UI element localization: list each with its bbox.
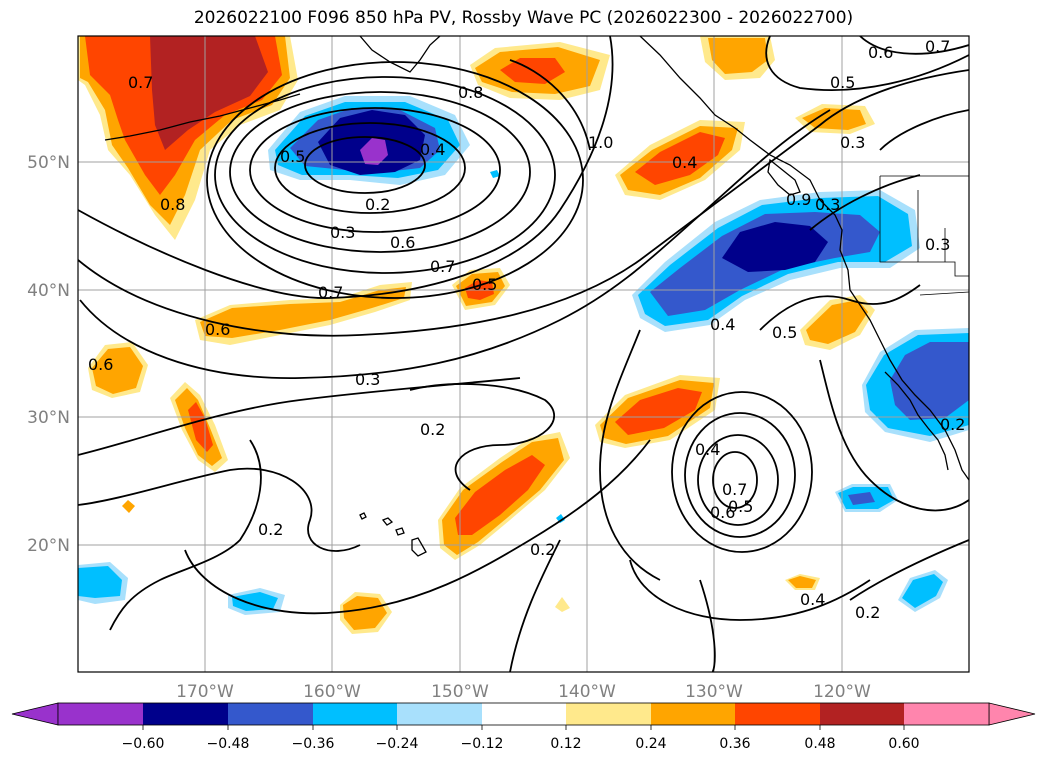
colorbar-bin xyxy=(566,703,651,725)
colorbar-bin xyxy=(904,703,989,725)
colorbar-bin xyxy=(397,703,482,725)
contour-label: 0.7 xyxy=(318,283,343,302)
colorbar-tick-label: 0.12 xyxy=(550,736,581,752)
lon-label: 150°W xyxy=(431,682,489,702)
colorbar-tick-label: −0.24 xyxy=(376,736,419,752)
lon-label: 120°W xyxy=(813,682,871,702)
colorbar-tick-label: 0.60 xyxy=(888,736,919,752)
contour-label: 0.8 xyxy=(160,195,185,214)
lat-label: 50°N xyxy=(27,153,70,173)
positive-anomaly-coast xyxy=(615,120,745,200)
contour-label: 0.8 xyxy=(458,83,483,102)
colorbar: −0.60 −0.48 −0.36 −0.24 −0.12 0.12 0.24 … xyxy=(11,702,1036,752)
contour-label: 0.4 xyxy=(420,140,445,159)
contour-label: 0.6 xyxy=(205,320,230,339)
small-anomalies xyxy=(78,170,948,634)
colorbar-tick-label: −0.48 xyxy=(207,736,250,752)
contour-label: 0.3 xyxy=(925,235,950,254)
contour-label: 0.7 xyxy=(722,480,747,499)
contour-label: 0.4 xyxy=(695,440,720,459)
negative-anomaly-gulf xyxy=(268,96,470,185)
map-plot-area: 0.7 0.8 0.5 0.4 0.2 0.3 0.6 0.7 0.7 0.6 … xyxy=(78,36,969,672)
colorbar-tick-label: 0.36 xyxy=(719,736,750,752)
lon-label: 140°W xyxy=(558,682,616,702)
colorbar-bin xyxy=(313,703,397,725)
positive-anomaly-subtropical xyxy=(438,432,570,560)
coastlines xyxy=(104,36,969,557)
positive-anomaly-aleutian xyxy=(78,36,298,240)
contour-label: 0.4 xyxy=(672,153,697,172)
longitude-labels: 170°W 160°W 150°W 140°W 130°W 120°W xyxy=(176,682,871,702)
lat-label: 40°N xyxy=(27,281,70,301)
contour-label: 0.2 xyxy=(855,603,880,622)
contour-label: 0.2 xyxy=(420,420,445,439)
contour-label: 0.2 xyxy=(530,540,555,559)
contour-label: 0.3 xyxy=(840,133,865,152)
pv-contours xyxy=(78,36,969,672)
contour-label: 0.7 xyxy=(430,257,455,276)
positive-anomaly-northeast xyxy=(700,36,875,134)
contour-label: 0.3 xyxy=(330,223,355,242)
contour-label: 0.5 xyxy=(772,323,797,342)
positive-anomaly-east xyxy=(595,375,720,448)
colorbar-bin xyxy=(820,703,904,725)
lat-label: 20°N xyxy=(27,536,70,556)
lon-label: 170°W xyxy=(176,682,234,702)
colorbar-tick-label: −0.60 xyxy=(122,736,165,752)
contour-label: 0.3 xyxy=(355,370,380,389)
colorbar-tick-label: −0.12 xyxy=(461,736,504,752)
contour-label: 0.4 xyxy=(710,315,735,334)
latitude-labels: 50°N 40°N 30°N 20°N xyxy=(27,153,70,556)
colorbar-tick-label: −0.36 xyxy=(292,736,335,752)
colorbar-bin xyxy=(143,703,228,725)
contour-label: 0.2 xyxy=(365,195,390,214)
colorbar-bin xyxy=(228,703,313,725)
contour-label: 0.5 xyxy=(280,147,305,166)
contour-label: 0.7 xyxy=(925,37,950,56)
contour-label: 0.9 xyxy=(786,190,811,209)
plot-frame xyxy=(77,35,970,673)
colorbar-bin xyxy=(735,703,820,725)
contour-label: 0.6 xyxy=(868,43,893,62)
contour-label: 0.3 xyxy=(815,195,840,214)
contour-label: 0.2 xyxy=(258,520,283,539)
contour-label: 0.5 xyxy=(472,275,497,294)
colorbar-bin xyxy=(651,703,735,725)
map-title: 2026022100 F096 850 hPa PV, Rossby Wave … xyxy=(193,8,854,28)
contour-label: 1.0 xyxy=(588,133,613,152)
contour-labels: 0.7 0.8 0.5 0.4 0.2 0.3 0.6 0.7 0.7 0.6 … xyxy=(88,37,965,622)
lon-label: 130°W xyxy=(685,682,743,702)
lat-label: 30°N xyxy=(27,408,70,428)
colorbar-tick-label: 0.48 xyxy=(804,736,835,752)
contour-label: 0.7 xyxy=(128,73,153,92)
contour-label: 0.5 xyxy=(728,497,753,516)
colorbar-tick-label: 0.24 xyxy=(635,736,666,752)
contour-label: 0.5 xyxy=(830,73,855,92)
contour-label: 0.2 xyxy=(940,415,965,434)
colorbar-bin xyxy=(58,703,143,725)
colorbar-low-extend xyxy=(11,702,59,726)
contour-label: 0.6 xyxy=(710,503,735,522)
contour-label: 0.4 xyxy=(800,590,825,609)
lon-label: 160°W xyxy=(303,682,361,702)
positive-anomaly-west xyxy=(88,342,228,513)
colorbar-high-extend xyxy=(988,702,1036,726)
contour-label: 0.6 xyxy=(88,355,113,374)
colorbar-bin xyxy=(482,703,566,725)
positive-anomaly-california xyxy=(800,295,875,350)
contour-label: 0.6 xyxy=(390,233,415,252)
